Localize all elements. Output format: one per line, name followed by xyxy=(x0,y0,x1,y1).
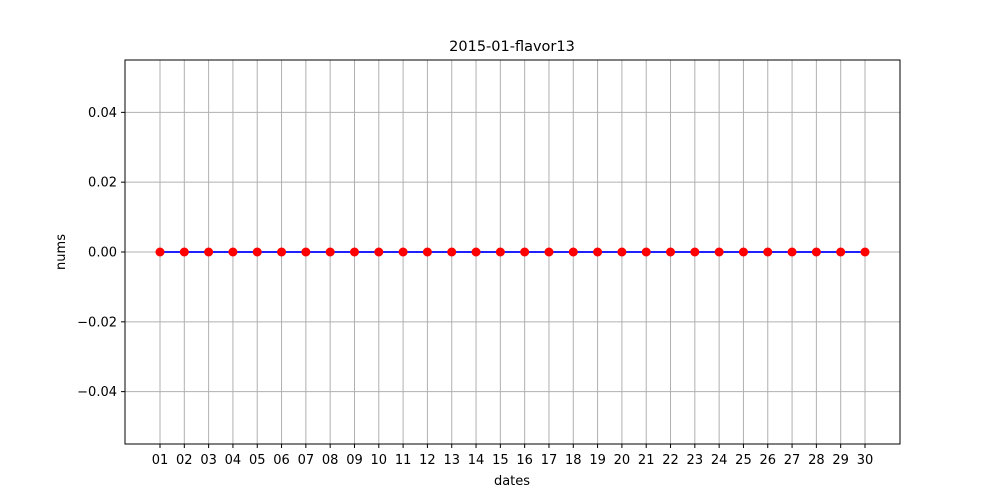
x-tick-label: 21 xyxy=(638,453,655,468)
data-point-marker xyxy=(714,247,724,257)
x-tick-label: 11 xyxy=(395,453,412,468)
x-tick-label: 25 xyxy=(735,453,752,468)
data-point-marker xyxy=(301,247,311,257)
x-tick-label: 26 xyxy=(759,453,776,468)
plot-area-frame xyxy=(124,59,901,445)
data-point-marker xyxy=(593,247,603,257)
x-tick-label: 30 xyxy=(857,453,874,468)
data-point-marker xyxy=(495,247,505,257)
series-layer xyxy=(155,247,870,257)
x-tick-label: 14 xyxy=(468,453,485,468)
data-point-marker xyxy=(447,247,457,257)
y-tick-label: 0.04 xyxy=(88,106,117,121)
x-tick-label: 27 xyxy=(784,453,801,468)
y-axis-label: nums xyxy=(54,234,69,270)
x-tick-label: 16 xyxy=(516,453,533,468)
x-tick-label: 01 xyxy=(152,453,169,468)
x-tick-label: 15 xyxy=(492,453,509,468)
data-point-marker xyxy=(520,247,530,257)
data-point-marker xyxy=(836,247,846,257)
x-tick-label: 12 xyxy=(419,453,436,468)
x-tick-label: 05 xyxy=(249,453,266,468)
data-point-marker xyxy=(811,247,821,257)
data-point-marker xyxy=(738,247,748,257)
y-tick-label: −0.02 xyxy=(77,315,117,330)
data-point-marker xyxy=(787,247,797,257)
data-point-marker xyxy=(666,247,676,257)
x-tick-label: 20 xyxy=(614,453,631,468)
x-axis-label: dates xyxy=(494,474,530,489)
data-point-marker xyxy=(398,247,408,257)
x-tick-label: 09 xyxy=(346,453,363,468)
x-tick-label: 10 xyxy=(371,453,388,468)
data-point-marker xyxy=(690,247,700,257)
data-point-marker xyxy=(617,247,627,257)
data-point-marker xyxy=(252,247,262,257)
x-tick-label: 13 xyxy=(443,453,460,468)
x-tick-label: 08 xyxy=(322,453,339,468)
x-tick-label: 19 xyxy=(589,453,606,468)
y-tick-label: 0.02 xyxy=(88,176,117,191)
data-point-marker xyxy=(228,247,238,257)
x-tick-label: 24 xyxy=(711,453,728,468)
x-tick-label: 23 xyxy=(687,453,704,468)
data-point-marker xyxy=(277,247,287,257)
x-tick-label: 07 xyxy=(298,453,315,468)
data-point-marker xyxy=(860,247,870,257)
x-tick-label: 29 xyxy=(832,453,849,468)
data-point-marker xyxy=(374,247,384,257)
x-axis-ticks: 01 02 03 04 05 06 07 08 09 10 11 12 13 14 15 16 17 18 19 20… xyxy=(152,444,874,468)
x-tick-label: 17 xyxy=(541,453,558,468)
data-point-marker xyxy=(544,247,554,257)
y-tick-label: 0.00 xyxy=(88,246,117,261)
x-tick-label: 22 xyxy=(662,453,679,468)
data-point-marker xyxy=(763,247,773,257)
y-axis-ticks: −0.04 −0.02 0.00 0.02 0.04 xyxy=(77,106,125,400)
x-tick-label: 28 xyxy=(808,453,825,468)
data-point-marker xyxy=(422,247,432,257)
data-point-marker xyxy=(204,247,214,257)
data-point-marker xyxy=(641,247,651,257)
x-tick-label: 18 xyxy=(565,453,582,468)
data-point-marker xyxy=(471,247,481,257)
y-tick-label: −0.04 xyxy=(77,385,117,400)
chart-title: 2015-01-flavor13 xyxy=(449,39,575,55)
data-point-marker xyxy=(325,247,335,257)
x-tick-label: 03 xyxy=(200,453,217,468)
x-tick-label: 04 xyxy=(225,453,242,468)
data-point-marker xyxy=(349,247,359,257)
data-point-marker xyxy=(568,247,578,257)
data-point-marker xyxy=(155,247,165,257)
data-point-marker xyxy=(179,247,189,257)
x-tick-label: 02 xyxy=(176,453,193,468)
x-tick-label: 06 xyxy=(273,453,290,468)
